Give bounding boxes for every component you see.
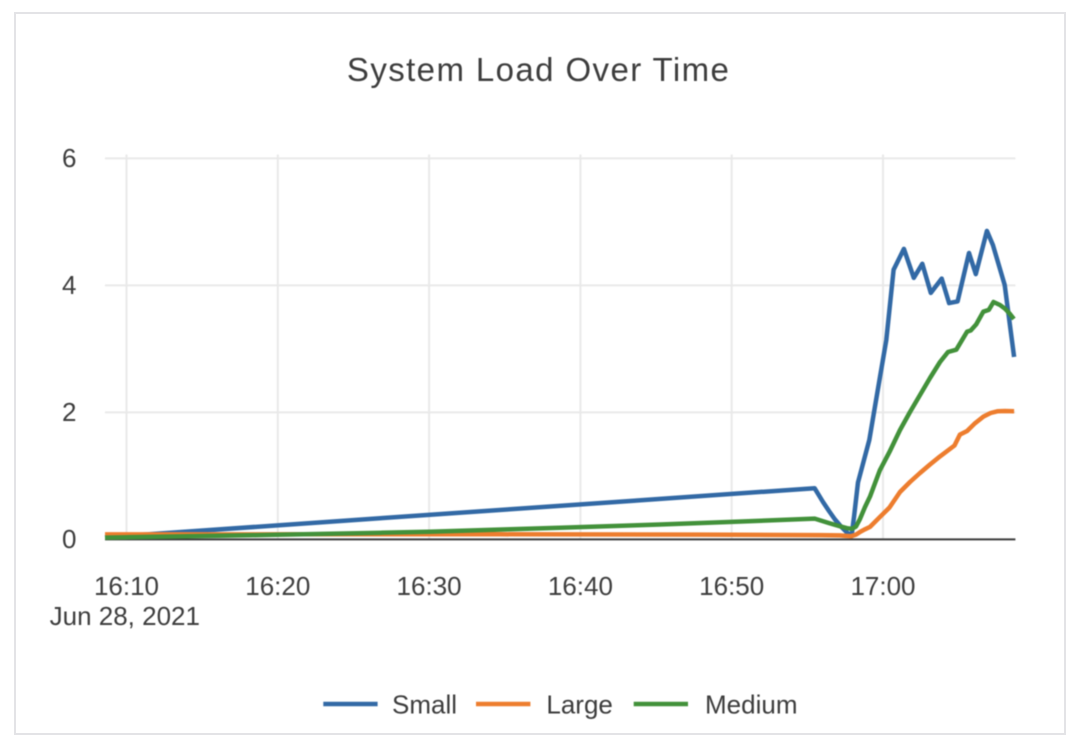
svg-text:Large: Large — [546, 689, 613, 719]
svg-text:6: 6 — [62, 143, 76, 173]
svg-text:4: 4 — [62, 270, 76, 300]
svg-text:Small: Small — [392, 689, 457, 719]
svg-text:16:40: 16:40 — [548, 571, 613, 601]
svg-text:16:30: 16:30 — [397, 571, 462, 601]
svg-text:17:00: 17:00 — [850, 571, 915, 601]
svg-text:0: 0 — [62, 524, 76, 554]
svg-text:Jun 28, 2021: Jun 28, 2021 — [50, 601, 200, 631]
svg-text:Medium: Medium — [705, 689, 797, 719]
svg-text:16:50: 16:50 — [699, 571, 764, 601]
svg-text:16:10: 16:10 — [94, 571, 159, 601]
svg-text:2: 2 — [62, 397, 76, 427]
svg-text:System Load Over Time: System Load Over Time — [347, 51, 730, 88]
svg-text:16:20: 16:20 — [245, 571, 310, 601]
